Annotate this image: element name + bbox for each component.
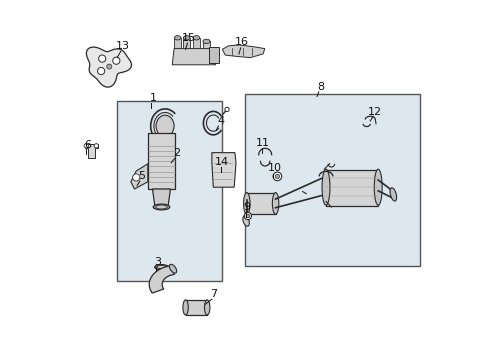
Ellipse shape [157,266,166,269]
Polygon shape [209,47,219,63]
Circle shape [273,172,282,181]
Text: 8: 8 [317,82,324,93]
Polygon shape [86,47,131,87]
Text: 13: 13 [116,41,130,51]
Ellipse shape [183,36,190,40]
Circle shape [94,144,98,148]
Text: 4: 4 [217,116,224,126]
Text: 5: 5 [138,171,145,181]
Circle shape [98,67,105,75]
Ellipse shape [244,193,250,214]
Bar [186,300,207,315]
Ellipse shape [203,39,210,44]
Circle shape [113,57,120,64]
Ellipse shape [183,300,188,315]
Ellipse shape [156,115,174,137]
Circle shape [107,64,112,69]
Bar [117,101,221,281]
Text: 12: 12 [368,107,382,117]
Circle shape [225,107,229,112]
Text: 9: 9 [244,202,251,212]
Ellipse shape [155,265,169,270]
Ellipse shape [204,300,210,315]
Ellipse shape [390,188,396,201]
Text: 2: 2 [173,148,180,158]
Text: 16: 16 [235,37,249,48]
Text: 15: 15 [182,33,196,43]
Bar [326,170,378,206]
Text: 11: 11 [256,138,270,148]
Ellipse shape [153,204,170,210]
Bar [148,133,175,189]
Circle shape [133,174,140,181]
Circle shape [246,214,250,218]
Text: 10: 10 [268,163,282,174]
Text: 7: 7 [210,289,217,300]
Circle shape [98,55,106,62]
Polygon shape [149,265,174,293]
Bar [193,38,199,51]
Ellipse shape [272,193,279,214]
Circle shape [84,144,88,148]
Circle shape [275,174,280,179]
Ellipse shape [156,205,167,209]
Bar [203,41,210,53]
Polygon shape [131,164,148,189]
Text: 6: 6 [84,140,91,150]
Text: 1: 1 [150,93,157,103]
Polygon shape [85,144,98,158]
Ellipse shape [170,264,177,273]
Bar [247,193,275,214]
Polygon shape [172,49,217,65]
Ellipse shape [322,169,330,205]
Bar [245,94,419,266]
Ellipse shape [243,216,249,226]
Bar [174,38,181,52]
Polygon shape [152,189,171,207]
Polygon shape [212,153,236,187]
Bar [183,38,190,50]
Text: 14: 14 [215,157,229,167]
Ellipse shape [374,169,382,205]
Ellipse shape [174,36,181,40]
Ellipse shape [193,36,199,40]
Polygon shape [222,45,265,58]
Text: 3: 3 [154,257,161,267]
Circle shape [245,212,251,220]
